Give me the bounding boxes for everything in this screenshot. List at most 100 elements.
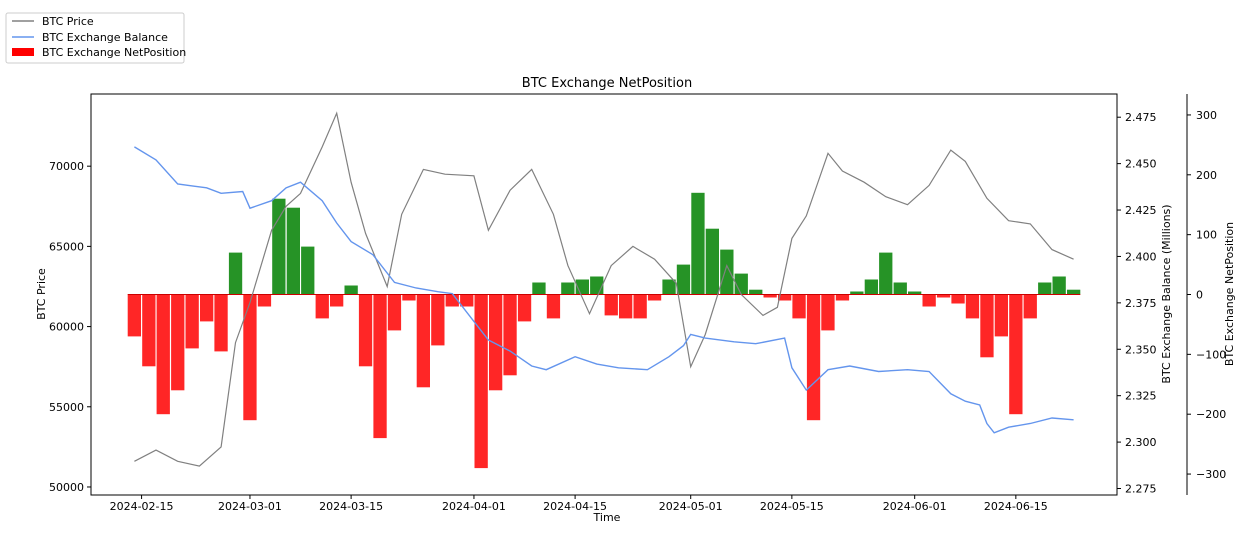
netposition-bar (922, 294, 936, 307)
y-right-balance-tick-label: 2.425 (1125, 204, 1157, 217)
netposition-bar (127, 294, 141, 337)
netposition-bar (402, 294, 416, 301)
y-axis-left-label: BTC Price (35, 268, 48, 320)
netposition-bar (1052, 276, 1066, 295)
y-left-tick-label: 70000 (49, 160, 84, 173)
y-right-balance-tick-label: 2.375 (1125, 297, 1157, 310)
netposition-bar (662, 279, 676, 295)
netposition-bar (821, 294, 835, 331)
y-right-netposition-tick-label: −300 (1196, 468, 1226, 481)
netposition-bar (387, 294, 402, 331)
netposition-bar (1009, 294, 1023, 415)
netposition-bar (1067, 289, 1081, 295)
netposition-bar (257, 294, 272, 307)
x-tick-label: 2024-04-01 (442, 500, 506, 513)
netposition-bar (879, 252, 893, 295)
y-left-tick-label: 60000 (49, 321, 84, 334)
netposition-bar (734, 273, 748, 295)
y-axis-left: 50000 55000 60000 65000 70000 (49, 160, 91, 494)
netposition-bar (590, 276, 604, 295)
x-tick-label: 2024-05-01 (659, 500, 723, 513)
netposition-bar (619, 294, 633, 319)
netposition-bar (936, 294, 951, 298)
netposition-bar (503, 294, 517, 376)
legend-label-netposition: BTC Exchange NetPosition (42, 46, 186, 59)
x-tick-label: 2024-03-01 (218, 500, 282, 513)
netposition-bar (373, 294, 387, 439)
x-tick-label: 2024-02-15 (110, 500, 174, 513)
netposition-bar (647, 294, 662, 301)
legend-label-balance: BTC Exchange Balance (42, 31, 168, 44)
chart-title: BTC Exchange NetPosition (522, 76, 692, 91)
x-axis: 2024-02-15 2024-03-01 2024-03-15 2024-04-01… (110, 495, 1048, 513)
price-line (134, 111, 1074, 467)
x-tick-label: 2024-04-15 (543, 500, 607, 513)
y-right-balance-tick-label: 2.475 (1125, 111, 1157, 124)
netposition-bar (561, 282, 575, 295)
netposition-bar (171, 294, 185, 391)
y-left-tick-label: 65000 (49, 240, 84, 253)
netposition-bar (604, 294, 618, 316)
netposition-bar (142, 294, 156, 367)
x-tick-label: 2024-06-15 (984, 500, 1048, 513)
netposition-bar (835, 294, 850, 301)
netposition-bar (358, 294, 373, 367)
y-right-netposition-tick-label: 200 (1196, 169, 1217, 182)
legend-box (5, 12, 185, 64)
netposition-bar (474, 294, 488, 469)
netposition-bar (951, 294, 965, 304)
legend: BTC Price BTC Exchange Balance BTC Excha… (5, 12, 186, 64)
y-right-balance-tick-label: 2.400 (1125, 250, 1157, 263)
legend-swatch-netposition (12, 48, 34, 56)
netposition-bar (200, 294, 214, 322)
netposition-bar (243, 294, 257, 421)
netposition-bar (763, 294, 777, 298)
y-right-netposition-tick-label: 300 (1196, 109, 1217, 122)
netposition-bar (965, 294, 980, 319)
netposition-bar (720, 249, 734, 295)
y-right-netposition-tick-label: −100 (1196, 348, 1226, 361)
netposition-bar (1038, 282, 1052, 295)
balance-line (134, 146, 1074, 434)
netposition-bar (185, 294, 199, 349)
netposition-bar (792, 294, 806, 319)
netposition-bar (893, 282, 907, 295)
netposition-bar (980, 294, 994, 358)
netposition-bar (676, 264, 691, 295)
y-left-tick-label: 50000 (49, 481, 84, 494)
y-axis-right-balance-label: BTC Exchange Balance (Millions) (1160, 204, 1173, 383)
netposition-bar (416, 294, 430, 388)
netposition-bar (806, 294, 821, 421)
x-axis-label: Time (593, 511, 621, 524)
legend-label-price: BTC Price (42, 15, 94, 28)
netposition-bar (749, 289, 763, 295)
netposition-bar (778, 294, 792, 301)
y-axis-right-balance: 2.275 2.300 2.325 2.350 2.375 2.400 2.425 2.450… (1117, 111, 1157, 496)
netposition-bar (489, 294, 503, 391)
y-right-netposition-tick-label: 0 (1196, 289, 1203, 302)
y-right-balance-tick-label: 2.275 (1125, 483, 1157, 496)
x-tick-label: 2024-06-01 (883, 500, 947, 513)
y-left-tick-label: 55000 (49, 401, 84, 414)
netposition-bar (994, 294, 1008, 337)
netposition-bar (691, 192, 705, 295)
plot-frame (90, 93, 1118, 496)
x-tick-label: 2024-05-15 (760, 500, 824, 513)
netposition-bar (228, 252, 243, 295)
netposition-bar (546, 294, 561, 319)
netposition-bar (431, 294, 445, 346)
y-right-balance-tick-label: 2.325 (1125, 390, 1157, 403)
netposition-bar (315, 294, 329, 319)
netposition-bar (214, 294, 228, 352)
netposition-bar (272, 198, 286, 295)
y-right-balance-tick-label: 2.450 (1125, 158, 1157, 171)
netposition-bar (864, 279, 878, 295)
netposition-bar (330, 294, 344, 307)
y-axis-right-netposition-label: BTC Exchange NetPosition (1223, 222, 1236, 366)
x-tick-label: 2024-03-15 (319, 500, 383, 513)
netposition-bar (532, 282, 546, 295)
netposition-bar (460, 294, 474, 307)
y-right-balance-tick-label: 2.300 (1125, 436, 1157, 449)
netposition-bar (156, 294, 170, 415)
